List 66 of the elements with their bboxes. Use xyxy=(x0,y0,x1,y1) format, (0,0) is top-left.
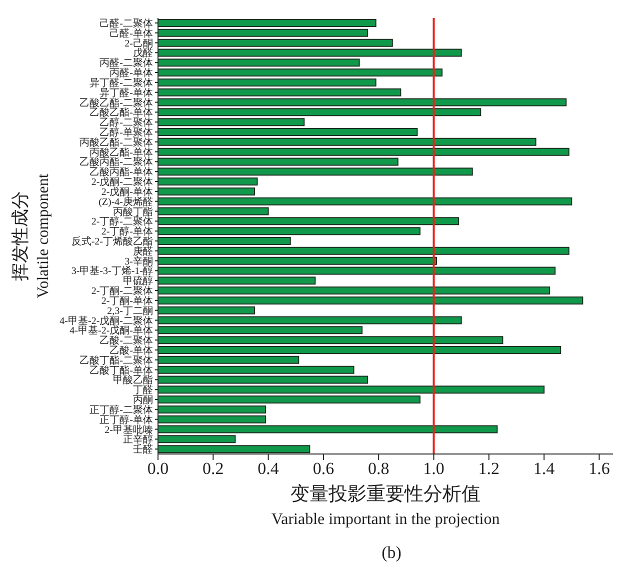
y-tick-label: 乙酸丁酯-二聚体 xyxy=(80,354,153,366)
x-tick-label: 0.2 xyxy=(202,459,224,478)
bar xyxy=(158,227,420,236)
y-tick-label: 乙酸-二聚体 xyxy=(100,334,153,347)
bar xyxy=(158,68,443,77)
y-tick-label: 2-丁酮-单体 xyxy=(101,294,153,307)
y-tick-label: 4-甲基-2-戊酮-单体 xyxy=(70,324,153,337)
y-tick-label: 异丁醛-二聚体 xyxy=(90,76,153,89)
bar xyxy=(158,445,310,454)
bar xyxy=(158,138,536,146)
bar xyxy=(158,237,291,245)
x-axis-title: 变量投影重要性分析值 Variable important in the projection xyxy=(271,483,500,528)
bar xyxy=(158,405,266,414)
bar xyxy=(158,306,256,314)
bar xyxy=(158,246,570,255)
y-tick-label: 丙酮 xyxy=(133,395,153,406)
bar xyxy=(158,286,550,295)
y-tick-label: 正丁醇-二聚体 xyxy=(90,404,153,416)
y-tick-label: 丙酸乙酯-单体 xyxy=(90,146,153,158)
y-tick-label: 2-戊酮-单体 xyxy=(101,186,153,198)
bar xyxy=(158,396,420,404)
y-tick-label: 己醛-单体 xyxy=(110,27,153,40)
y-tick-label: 壬醛 xyxy=(133,444,153,456)
bar xyxy=(158,336,504,344)
y-tick-label: 丁醛 xyxy=(133,384,153,396)
y-tick-label: 甲硫醇 xyxy=(123,275,153,288)
x-tick-label: 0.6 xyxy=(312,459,334,478)
x-tick-label: 1.0 xyxy=(423,459,444,478)
bar xyxy=(158,168,473,176)
x-tick-label: 1.6 xyxy=(588,459,610,478)
bar xyxy=(158,296,584,304)
bar xyxy=(158,187,256,196)
y-tick-label: 异丁醛-单体 xyxy=(100,86,153,99)
x-tick-label: 0.0 xyxy=(147,459,169,478)
bar xyxy=(158,276,316,285)
x-tick-label: 0.4 xyxy=(258,459,280,478)
bar xyxy=(158,415,266,424)
bar xyxy=(158,88,402,96)
bar xyxy=(158,28,368,37)
bar xyxy=(158,356,300,364)
y-tick-label: 2-己酮 xyxy=(124,38,153,50)
y-tick-label: 乙酸丁酯-单体 xyxy=(90,364,153,376)
bar xyxy=(158,78,376,86)
y-tick-label: 2-丁酮-二聚体 xyxy=(91,285,153,298)
bar xyxy=(158,197,572,206)
bar xyxy=(158,118,305,126)
y-tick-label: (Z)-4-庚烯醛 xyxy=(98,196,153,208)
y-tick-label: 戊醛 xyxy=(133,47,153,60)
x-tick-label: 0.8 xyxy=(368,459,390,478)
bar xyxy=(158,386,545,394)
text: (b) xyxy=(380,543,402,563)
bar xyxy=(158,128,418,136)
y-tick-label: 2-甲基吡嗪 xyxy=(104,424,153,436)
bar xyxy=(158,58,360,67)
y-tick-label: 3-辛酮 xyxy=(124,255,153,268)
x-tick-label: 1.2 xyxy=(478,459,500,478)
x-tick-label: 1.4 xyxy=(533,459,556,478)
y-axis-title: 挥发性成分 Volatile component xyxy=(10,173,52,298)
y-tick-label: 正丁醇-单体 xyxy=(100,414,153,426)
bar xyxy=(158,178,258,186)
bar xyxy=(158,346,562,354)
y-tick-label: 丙酸乙酯-二聚体 xyxy=(80,136,153,148)
y-tick-label: 丙酸丁酯 xyxy=(113,206,153,218)
y-tick-label: 庚醛 xyxy=(133,245,153,258)
bar xyxy=(158,19,376,27)
y-tick-label: 2,3-丁二酮 xyxy=(107,306,153,317)
